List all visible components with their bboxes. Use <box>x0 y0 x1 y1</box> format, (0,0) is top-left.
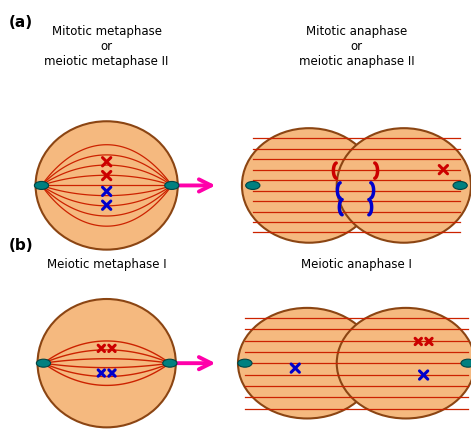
Ellipse shape <box>163 359 177 367</box>
Text: Mitotic anaphase
or
meiotic anaphase II: Mitotic anaphase or meiotic anaphase II <box>299 25 414 67</box>
Ellipse shape <box>461 359 474 367</box>
Ellipse shape <box>337 308 474 419</box>
Ellipse shape <box>238 359 252 367</box>
Ellipse shape <box>36 359 51 367</box>
Ellipse shape <box>337 128 471 243</box>
Text: Meiotic anaphase I: Meiotic anaphase I <box>301 258 412 270</box>
Ellipse shape <box>453 181 467 190</box>
Text: Meiotic metaphase I: Meiotic metaphase I <box>47 258 166 270</box>
Ellipse shape <box>246 181 260 190</box>
Ellipse shape <box>35 181 49 190</box>
Text: Mitotic metaphase
or
meiotic metaphase II: Mitotic metaphase or meiotic metaphase I… <box>45 25 169 67</box>
Ellipse shape <box>242 128 376 243</box>
Ellipse shape <box>36 121 178 250</box>
Text: (a): (a) <box>9 15 33 30</box>
Ellipse shape <box>37 299 176 427</box>
Ellipse shape <box>165 181 179 190</box>
Text: (b): (b) <box>9 238 34 253</box>
Ellipse shape <box>238 308 376 419</box>
